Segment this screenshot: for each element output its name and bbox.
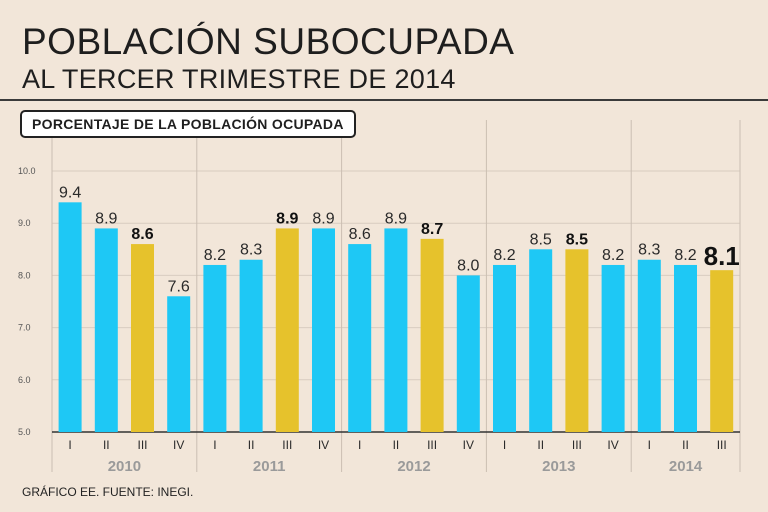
value-label: 9.4 [59, 184, 81, 201]
bar-2010-I [58, 202, 82, 432]
bar-2012-II [384, 228, 408, 432]
year-label: 2011 [253, 458, 286, 475]
year-label: 2012 [397, 458, 430, 475]
bar-2012-III [420, 238, 444, 432]
y-tick-label: 9.0 [18, 218, 31, 228]
quarter-label: IV [318, 438, 329, 452]
quarter-label: III [282, 438, 292, 452]
y-tick-label: 5.0 [18, 427, 31, 437]
value-label: 8.2 [204, 247, 226, 264]
quarter-label: IV [607, 438, 618, 452]
header-divider [0, 99, 768, 101]
quarter-label: II [248, 438, 255, 452]
year-label: 2010 [108, 458, 141, 475]
value-label: 8.2 [493, 247, 515, 264]
bar-2011-II [239, 259, 263, 432]
y-axis-unit-label: PORCENTAJE DE LA POBLACIÓN OCUPADA [20, 110, 356, 138]
quarter-label: III [572, 438, 582, 452]
value-label: 8.3 [638, 242, 660, 259]
quarter-label: I [213, 438, 216, 452]
quarter-label: IV [173, 438, 184, 452]
value-label: 8.3 [240, 242, 262, 259]
y-tick-label: 6.0 [18, 375, 31, 385]
bar-2014-II [674, 264, 697, 432]
value-label: 8.0 [457, 257, 479, 274]
bar-2010-II [94, 228, 118, 432]
quarter-label: IV [463, 438, 474, 452]
quarter-label: III [137, 438, 147, 452]
source-note: GRÁFICO EE. FUENTE: INEGI. [22, 485, 194, 499]
bar-2010-III [131, 244, 154, 432]
year-label: 2014 [669, 458, 703, 475]
quarter-label: I [358, 438, 361, 452]
value-label: 8.9 [95, 210, 117, 227]
quarter-label: II [393, 438, 400, 452]
y-tick-label: 10.0 [18, 166, 36, 176]
bar-2011-III [275, 228, 299, 432]
y-tick-label: 8.0 [18, 270, 31, 280]
quarter-label: III [427, 438, 437, 452]
quarter-label: II [682, 438, 689, 452]
value-label: 8.9 [385, 210, 407, 227]
year-label: 2013 [542, 458, 575, 475]
bar-2013-II [529, 249, 553, 432]
value-label: 8.2 [602, 247, 624, 264]
value-label: 8.2 [674, 247, 696, 264]
value-label: 8.7 [421, 221, 443, 238]
value-label: 8.9 [276, 210, 298, 227]
bar-2012-IV [456, 275, 480, 432]
quarter-label: II [103, 438, 110, 452]
chart-subtitle: AL TERCER TRIMESTRE DE 2014 [22, 64, 456, 94]
quarter-label: I [68, 438, 71, 452]
bar-2011-I [203, 264, 227, 432]
quarter-label: I [648, 438, 651, 452]
value-label: 8.6 [349, 226, 371, 243]
quarter-label: I [503, 438, 506, 452]
value-label: 8.5 [530, 231, 552, 248]
bar-2013-III [565, 249, 589, 432]
bar-2013-IV [601, 264, 625, 432]
value-label: 8.1 [704, 241, 740, 271]
value-label: 7.6 [168, 278, 190, 295]
bar-2012-I [348, 244, 372, 432]
bar-2014-I [637, 259, 661, 432]
quarter-label: III [717, 438, 727, 452]
bar-2011-IV [312, 228, 335, 432]
bar-2013-I [493, 264, 516, 432]
value-label: 8.5 [566, 231, 588, 248]
quarter-label: II [537, 438, 544, 452]
bar-2014-III [710, 270, 734, 432]
bar-2010-IV [167, 296, 191, 432]
y-tick-label: 7.0 [18, 323, 31, 333]
value-label: 8.9 [312, 210, 334, 227]
chart-title: POBLACIÓN SUBOCUPADA [22, 21, 515, 62]
value-label: 8.6 [131, 226, 153, 243]
